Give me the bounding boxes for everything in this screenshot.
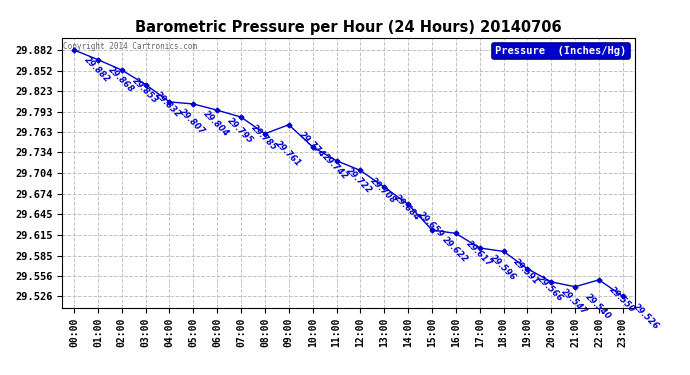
Title: Barometric Pressure per Hour (24 Hours) 20140706: Barometric Pressure per Hour (24 Hours) … [135, 20, 562, 35]
Text: 29.540: 29.540 [584, 292, 613, 322]
Text: 29.617: 29.617 [464, 239, 493, 268]
Text: 29.807: 29.807 [178, 108, 207, 137]
Text: 29.882: 29.882 [82, 56, 112, 85]
Text: 29.526: 29.526 [631, 302, 660, 332]
Text: 29.550: 29.550 [607, 285, 637, 315]
Text: 29.708: 29.708 [368, 176, 398, 206]
Text: 29.761: 29.761 [273, 139, 303, 169]
Text: 29.774: 29.774 [297, 130, 326, 160]
Text: 29.853: 29.853 [130, 76, 159, 105]
Text: 29.868: 29.868 [106, 65, 135, 94]
Text: 29.659: 29.659 [417, 210, 446, 239]
Text: 29.684: 29.684 [393, 193, 422, 222]
Text: 29.795: 29.795 [226, 116, 255, 145]
Text: Copyright 2014 Cartronics.com: Copyright 2014 Cartronics.com [63, 42, 197, 51]
Text: 29.566: 29.566 [535, 274, 565, 304]
Text: 29.622: 29.622 [440, 236, 470, 265]
Text: 29.722: 29.722 [345, 166, 374, 196]
Text: 29.591: 29.591 [512, 257, 541, 286]
Text: 29.785: 29.785 [249, 123, 279, 152]
Text: 29.832: 29.832 [154, 90, 184, 120]
Text: 29.742: 29.742 [321, 153, 351, 182]
Text: 29.804: 29.804 [201, 110, 231, 139]
Legend: Pressure  (Inches/Hg): Pressure (Inches/Hg) [492, 43, 629, 59]
Text: 29.547: 29.547 [560, 288, 589, 317]
Text: 29.596: 29.596 [488, 254, 518, 283]
